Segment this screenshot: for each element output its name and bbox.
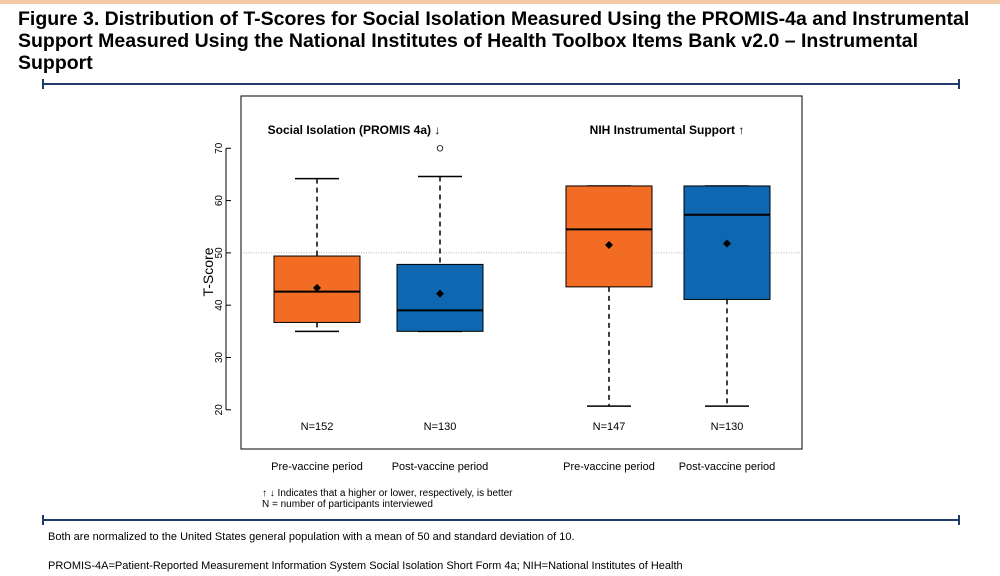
outlier-point xyxy=(436,145,444,152)
mean-marker xyxy=(313,283,321,292)
mean-marker xyxy=(723,239,731,248)
y-tick-label: 60 xyxy=(214,195,225,207)
top-rule xyxy=(42,79,960,89)
top-border xyxy=(0,0,1000,4)
mean-marker xyxy=(436,289,444,298)
box-pre xyxy=(565,185,653,288)
normalization-note: Both are normalized to the United States… xyxy=(48,531,575,543)
mean-marker xyxy=(605,241,613,250)
y-tick-label: 20 xyxy=(214,404,225,416)
bottom-rule xyxy=(42,515,960,525)
legend-n-note: N = number of participants interviewed xyxy=(262,499,433,510)
x-category-label: Pre-vaccine period xyxy=(563,461,655,473)
n-label: N=147 xyxy=(593,421,626,433)
y-tick-label: 70 xyxy=(214,142,225,154)
group-label: NIH Instrumental Support ↑ xyxy=(590,123,745,137)
box-post xyxy=(396,263,484,332)
chart-legend-note: ↑ ↓ Indicates that a higher or lower, re… xyxy=(262,488,513,510)
y-tick-label: 50 xyxy=(214,247,225,259)
figure-title: Figure 3. Distribution of T-Scores for S… xyxy=(18,8,970,74)
n-label: N=130 xyxy=(424,421,457,433)
x-category-label: Post-vaccine period xyxy=(392,461,489,473)
x-category-label: Post-vaccine period xyxy=(679,461,776,473)
group-label: Social Isolation (PROMIS 4a) ↓ xyxy=(268,123,441,137)
n-label: N=152 xyxy=(301,421,334,433)
x-category-label: Pre-vaccine period xyxy=(271,461,363,473)
y-tick-label: 30 xyxy=(214,351,225,363)
legend-arrows-note: ↑ ↓ Indicates that a higher or lower, re… xyxy=(262,488,513,499)
plot-frame xyxy=(240,95,803,450)
y-axis-label: T-Score xyxy=(200,247,216,296)
abbreviations-note: PROMIS-4A=Patient-Reported Measurement I… xyxy=(48,560,683,572)
n-label: N=130 xyxy=(711,421,744,433)
y-tick-label: 40 xyxy=(214,299,225,311)
